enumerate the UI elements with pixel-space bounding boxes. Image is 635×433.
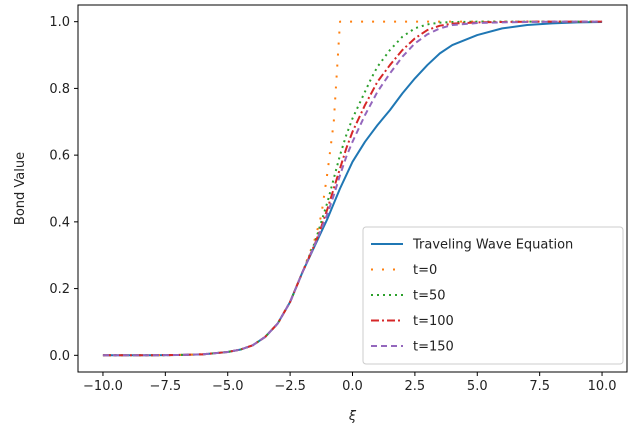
x-tick-label: 10.0 xyxy=(588,379,617,394)
x-tick-label: −2.5 xyxy=(274,379,306,394)
y-axis-label: Bond Value xyxy=(13,152,28,225)
legend-label-0: Traveling Wave Equation xyxy=(412,238,573,253)
series-line-4 xyxy=(102,20,603,357)
legend-label-2: t=50 xyxy=(413,289,446,304)
y-tick-label: 0.8 xyxy=(49,82,70,97)
x-tick-label: −7.5 xyxy=(150,379,182,394)
x-axis-ticks: −10.0 −7.5 −5.0 −2.5 0.0 2.5 5.0 7.5 10.0 xyxy=(83,372,617,394)
y-tick-label: 0.2 xyxy=(49,282,70,297)
x-tick-label: −5.0 xyxy=(212,379,244,394)
x-tick-label: 0.0 xyxy=(342,379,363,394)
legend-label-4: t=150 xyxy=(413,340,454,355)
y-tick-label: 1.0 xyxy=(49,15,70,30)
y-tick-label: 0.6 xyxy=(49,149,70,164)
x-tick-label: −10.0 xyxy=(83,379,123,394)
x-axis-label: ξ xyxy=(348,409,357,424)
legend-label-3: t=100 xyxy=(413,314,454,329)
legend: Traveling Wave Equation t=0 t=50 t=100 t=150 xyxy=(362,226,624,365)
x-tick-label: 2.5 xyxy=(405,379,426,394)
x-tick-label: 7.5 xyxy=(529,379,550,394)
x-tick-label: 5.0 xyxy=(467,379,488,394)
y-tick-label: 0.4 xyxy=(49,215,70,230)
y-tick-label: 0.0 xyxy=(49,349,70,364)
series-lines xyxy=(102,20,603,357)
legend-box xyxy=(362,226,624,365)
legend-label-1: t=0 xyxy=(413,263,437,278)
y-axis-ticks: 0.0 0.2 0.4 0.6 0.8 1.0 xyxy=(49,15,78,364)
